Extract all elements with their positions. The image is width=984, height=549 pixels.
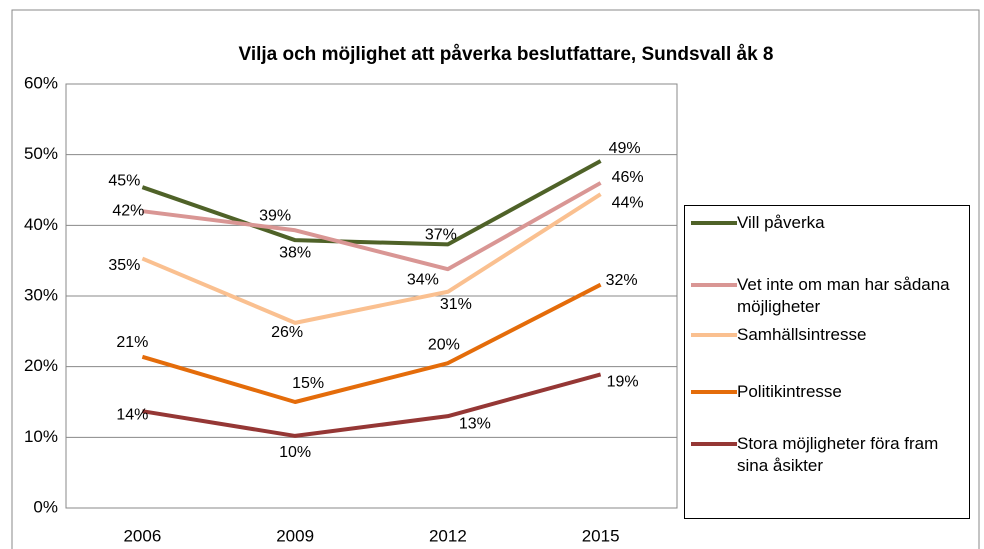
- legend-swatch: [691, 333, 737, 337]
- data-label: 19%: [607, 374, 639, 391]
- data-label: 44%: [612, 194, 644, 211]
- y-tick-label: 30%: [24, 285, 58, 304]
- data-label: 14%: [116, 406, 148, 423]
- legend-item: Vill påverka: [691, 212, 962, 234]
- data-label: 46%: [612, 169, 644, 186]
- legend-label: Vet inte om man har sådana möjligheter: [737, 275, 950, 316]
- data-label: 42%: [112, 202, 144, 219]
- y-tick-label: 10%: [24, 427, 58, 446]
- plot-border: [65, 83, 678, 509]
- chart-border: [11, 9, 980, 549]
- x-tick-label: 2015: [582, 526, 620, 545]
- legend-label: Samhällsintresse: [737, 325, 867, 344]
- legend-swatch: [691, 390, 737, 394]
- legend: Vill påverka Vet inte om man har sådana m…: [684, 205, 970, 519]
- series-line: [142, 181, 602, 272]
- x-tick-label: 2006: [123, 526, 161, 545]
- data-label: 21%: [116, 334, 148, 351]
- legend-item: Vet inte om man har sådana möjligheter: [691, 274, 962, 318]
- data-label: 37%: [425, 227, 457, 244]
- data-label: 31%: [440, 296, 472, 313]
- data-label: 35%: [108, 257, 140, 274]
- y-tick-label: 60%: [24, 73, 58, 92]
- data-label: 20%: [428, 336, 460, 353]
- data-label: 45%: [108, 172, 140, 189]
- x-tick-label: 2009: [276, 526, 314, 545]
- series-line: [142, 372, 602, 438]
- series-line: [141, 192, 602, 325]
- legend-item: Samhällsintresse: [691, 324, 962, 346]
- data-label: 49%: [609, 140, 641, 157]
- y-tick-label: 20%: [24, 356, 58, 375]
- y-tick-label: 40%: [24, 215, 58, 234]
- series-line: [141, 282, 602, 404]
- y-tick-label: 0%: [33, 497, 58, 516]
- legend-item: Stora möjligheter föra fram sina åsikter: [691, 433, 962, 477]
- legend-label: Vill påverka: [737, 213, 825, 232]
- data-label: 13%: [459, 415, 491, 432]
- x-tick-label: 2012: [429, 526, 467, 545]
- data-label: 39%: [259, 207, 291, 224]
- legend-item: Politikintresse: [691, 381, 962, 403]
- data-label: 15%: [292, 375, 324, 392]
- data-label: 26%: [271, 324, 303, 341]
- data-label: 32%: [606, 272, 638, 289]
- legend-swatch: [691, 283, 737, 287]
- series-line: [141, 159, 602, 247]
- legend-label: Politikintresse: [737, 382, 842, 401]
- data-label: 10%: [279, 444, 311, 461]
- chart-title: Vilja och möjlighet att påverka beslutfa…: [239, 44, 774, 65]
- y-tick-label: 50%: [24, 144, 58, 163]
- data-label: 34%: [407, 271, 439, 288]
- legend-swatch: [691, 221, 737, 225]
- legend-label: Stora möjligheter föra fram sina åsikter: [737, 434, 939, 475]
- legend-swatch: [691, 442, 737, 446]
- data-label: 38%: [279, 244, 311, 261]
